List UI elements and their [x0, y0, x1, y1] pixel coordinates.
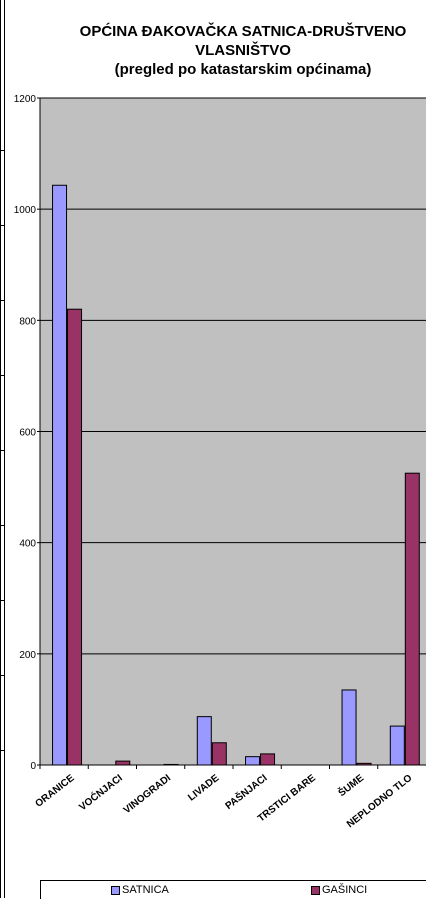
bar-satnica	[196, 716, 212, 766]
bar-satnica	[245, 756, 261, 766]
left-edge-tick	[0, 750, 4, 751]
y-tick-label: 1000	[14, 205, 37, 216]
legend-swatch-gasinci	[311, 885, 320, 895]
bar-chart: 0 200 400 600 800 1000 1200 ORANICE VOĆNJACIVINO…	[14, 94, 426, 830]
x-category-label: ORANICE	[33, 772, 76, 809]
y-tick-label: 400	[19, 539, 36, 550]
bar-gasinci	[115, 760, 131, 766]
bar-gasinci	[163, 763, 179, 766]
left-edge-tick	[0, 525, 4, 526]
legend: SATNICA GAŠINCI	[40, 880, 426, 899]
legend-item-gasinci: GAŠINCI	[311, 884, 367, 896]
left-edge-tick	[0, 300, 4, 301]
bar-gasinci	[260, 753, 276, 766]
bar-gasinci	[404, 472, 420, 766]
x-category-label: LIVADE	[186, 772, 221, 803]
frame-inner-line	[4, 0, 5, 898]
legend-label-gasinci: GAŠINCI	[322, 884, 368, 896]
left-edge-tick	[0, 225, 4, 226]
legend-swatch-satnica	[111, 885, 120, 895]
x-category-label: PAŠNJACI	[222, 771, 269, 812]
bar-gasinci	[211, 742, 227, 766]
y-tick-label: 800	[19, 316, 36, 327]
chart-title-line-2: VLASNIŠTVO	[195, 42, 291, 59]
y-tick-label: 600	[19, 428, 36, 439]
chart-title-line-3: (pregled po katastarskim općinama)	[114, 61, 372, 78]
legend-label-satnica: SATNICA	[122, 884, 169, 896]
y-tick-label: 200	[19, 650, 36, 661]
left-edge-tick	[0, 150, 4, 151]
y-tick-label: 0	[30, 761, 36, 772]
bar-gasinci	[67, 308, 83, 766]
bar-gasinci	[356, 762, 372, 766]
bar-satnica	[389, 725, 405, 766]
x-category-label: ŠUME	[335, 771, 366, 799]
left-edge-tick	[0, 450, 4, 451]
x-category-label: VOĆNJACI	[76, 771, 125, 813]
x-category-label: VINOGRADI	[122, 773, 174, 817]
y-tick-label: 1200	[14, 94, 37, 105]
bar-satnica	[341, 689, 357, 766]
left-edge-tick	[0, 600, 4, 601]
left-edge-tick	[0, 375, 4, 376]
bar-satnica	[52, 184, 68, 766]
legend-item-satnica: SATNICA	[111, 884, 169, 896]
left-edge-tick	[0, 675, 4, 676]
chart-title-line-1: OPĆINA ĐAKOVAČKA SATNICA-DRUŠTVENO	[79, 23, 407, 40]
frame-outer-line	[0, 0, 1, 898]
